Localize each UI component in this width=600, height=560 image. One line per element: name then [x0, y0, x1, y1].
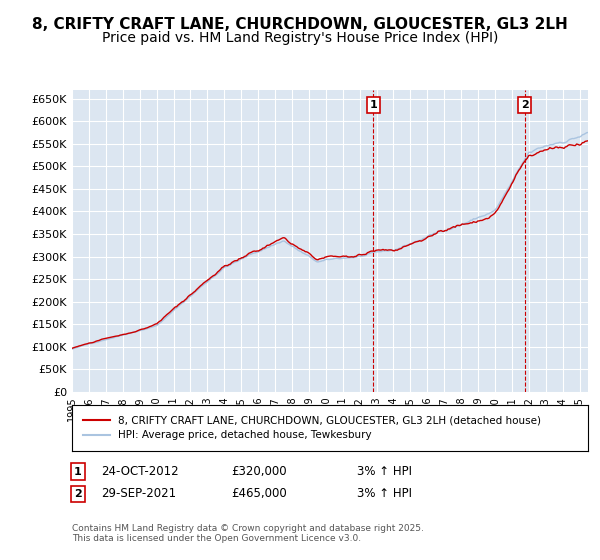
Text: Contains HM Land Registry data © Crown copyright and database right 2025.
This d: Contains HM Land Registry data © Crown c… — [72, 524, 424, 543]
Legend: 8, CRIFTY CRAFT LANE, CHURCHDOWN, GLOUCESTER, GL3 2LH (detached house), HPI: Ave: 8, CRIFTY CRAFT LANE, CHURCHDOWN, GLOUCE… — [77, 409, 547, 447]
Text: 24-OCT-2012: 24-OCT-2012 — [101, 465, 178, 478]
Text: 3% ↑ HPI: 3% ↑ HPI — [357, 465, 412, 478]
Text: 2: 2 — [521, 100, 529, 110]
Text: 1: 1 — [74, 466, 82, 477]
Text: 8, CRIFTY CRAFT LANE, CHURCHDOWN, GLOUCESTER, GL3 2LH: 8, CRIFTY CRAFT LANE, CHURCHDOWN, GLOUCE… — [32, 17, 568, 32]
Text: £465,000: £465,000 — [231, 487, 287, 501]
Text: 3% ↑ HPI: 3% ↑ HPI — [357, 487, 412, 501]
Text: £320,000: £320,000 — [231, 465, 287, 478]
Text: 1: 1 — [370, 100, 377, 110]
Text: 2: 2 — [74, 489, 82, 499]
Text: 29-SEP-2021: 29-SEP-2021 — [101, 487, 176, 501]
Text: Price paid vs. HM Land Registry's House Price Index (HPI): Price paid vs. HM Land Registry's House … — [102, 31, 498, 45]
